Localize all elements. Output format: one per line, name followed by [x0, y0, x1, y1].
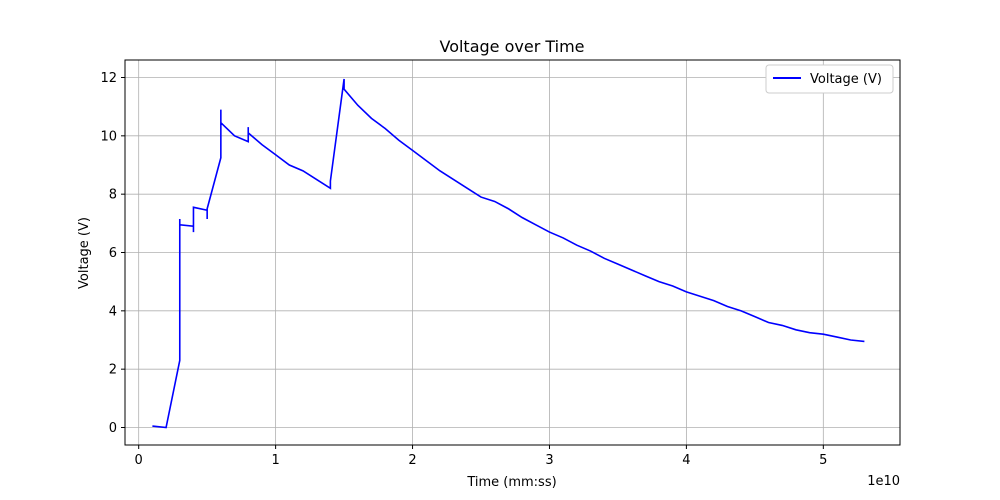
legend-label: Voltage (V) — [810, 72, 882, 87]
y-tick-label: 2 — [109, 363, 117, 378]
x-tick-label: 1 — [271, 453, 279, 468]
x-axis-title: Time (mm:ss) — [466, 475, 556, 490]
grid — [125, 60, 900, 445]
y-axis-title: Voltage (V) — [77, 217, 92, 289]
chart-title: Voltage over Time — [439, 37, 584, 56]
y-tick-label: 0 — [109, 421, 117, 436]
x-tick-label: 5 — [819, 453, 827, 468]
x-tick-label: 0 — [135, 453, 143, 468]
y-tick-label: 10 — [100, 129, 117, 144]
y-tick-label: 8 — [109, 188, 117, 203]
y-tick-label: 4 — [109, 304, 117, 319]
x-tick-label: 2 — [408, 453, 416, 468]
legend: Voltage (V) — [765, 64, 894, 94]
x-tick-label: 4 — [682, 453, 690, 468]
y-tick-label: 6 — [109, 246, 117, 261]
x-axis-offset-label: 1e10 — [867, 474, 900, 489]
series-line-0 — [152, 78, 865, 429]
plot-lines — [152, 78, 865, 429]
y-tick-label: 12 — [100, 71, 117, 86]
x-tick-label: 3 — [545, 453, 553, 468]
legend-box — [765, 64, 894, 94]
